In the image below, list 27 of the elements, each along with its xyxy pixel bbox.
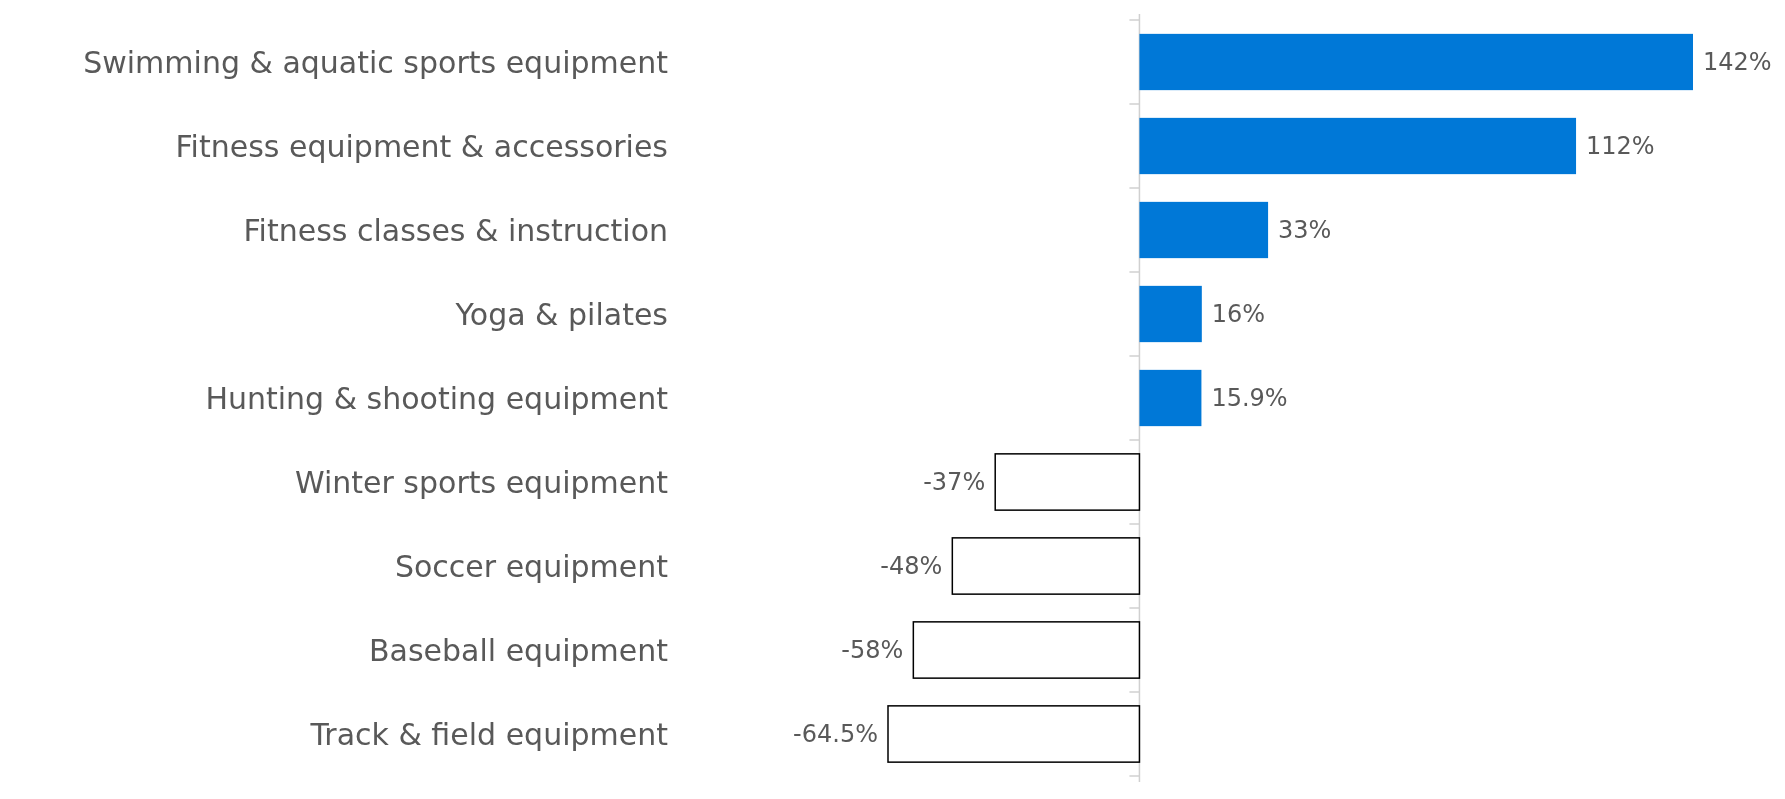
- data-label: -37%: [923, 468, 986, 497]
- data-label: -64.5%: [793, 720, 878, 749]
- data-label: 112%: [1586, 132, 1655, 161]
- data-label: -58%: [841, 636, 904, 665]
- data-label: 16%: [1211, 300, 1266, 329]
- bar: [887, 705, 1141, 763]
- bar: [1139, 369, 1202, 427]
- y-tick-label: Track & field equipment: [309, 716, 669, 752]
- data-label: -48%: [880, 552, 943, 581]
- y-tick-label: Winter sports equipment: [294, 464, 669, 500]
- y-tick-label: Baseball equipment: [368, 632, 669, 668]
- y-tick-label: Fitness classes & instruction: [243, 212, 668, 248]
- bar: [1139, 201, 1269, 259]
- y-tick-label: Yoga & pilates: [454, 296, 668, 332]
- bar: [1139, 285, 1202, 343]
- data-label: 142%: [1703, 48, 1772, 77]
- y-tick-label: Soccer equipment: [394, 548, 669, 584]
- bar: [1139, 117, 1577, 175]
- bar: [994, 453, 1141, 511]
- data-label: 33%: [1278, 216, 1332, 245]
- bar: [912, 621, 1141, 679]
- bar: [1139, 33, 1693, 91]
- y-tick-label: Swimming & aquatic sports equipment: [83, 44, 669, 80]
- y-tick-label: Fitness equipment & accessories: [175, 128, 668, 164]
- data-label: 15.9%: [1211, 384, 1288, 413]
- bar: [951, 537, 1141, 595]
- y-tick-label: Hunting & shooting equipment: [205, 380, 669, 416]
